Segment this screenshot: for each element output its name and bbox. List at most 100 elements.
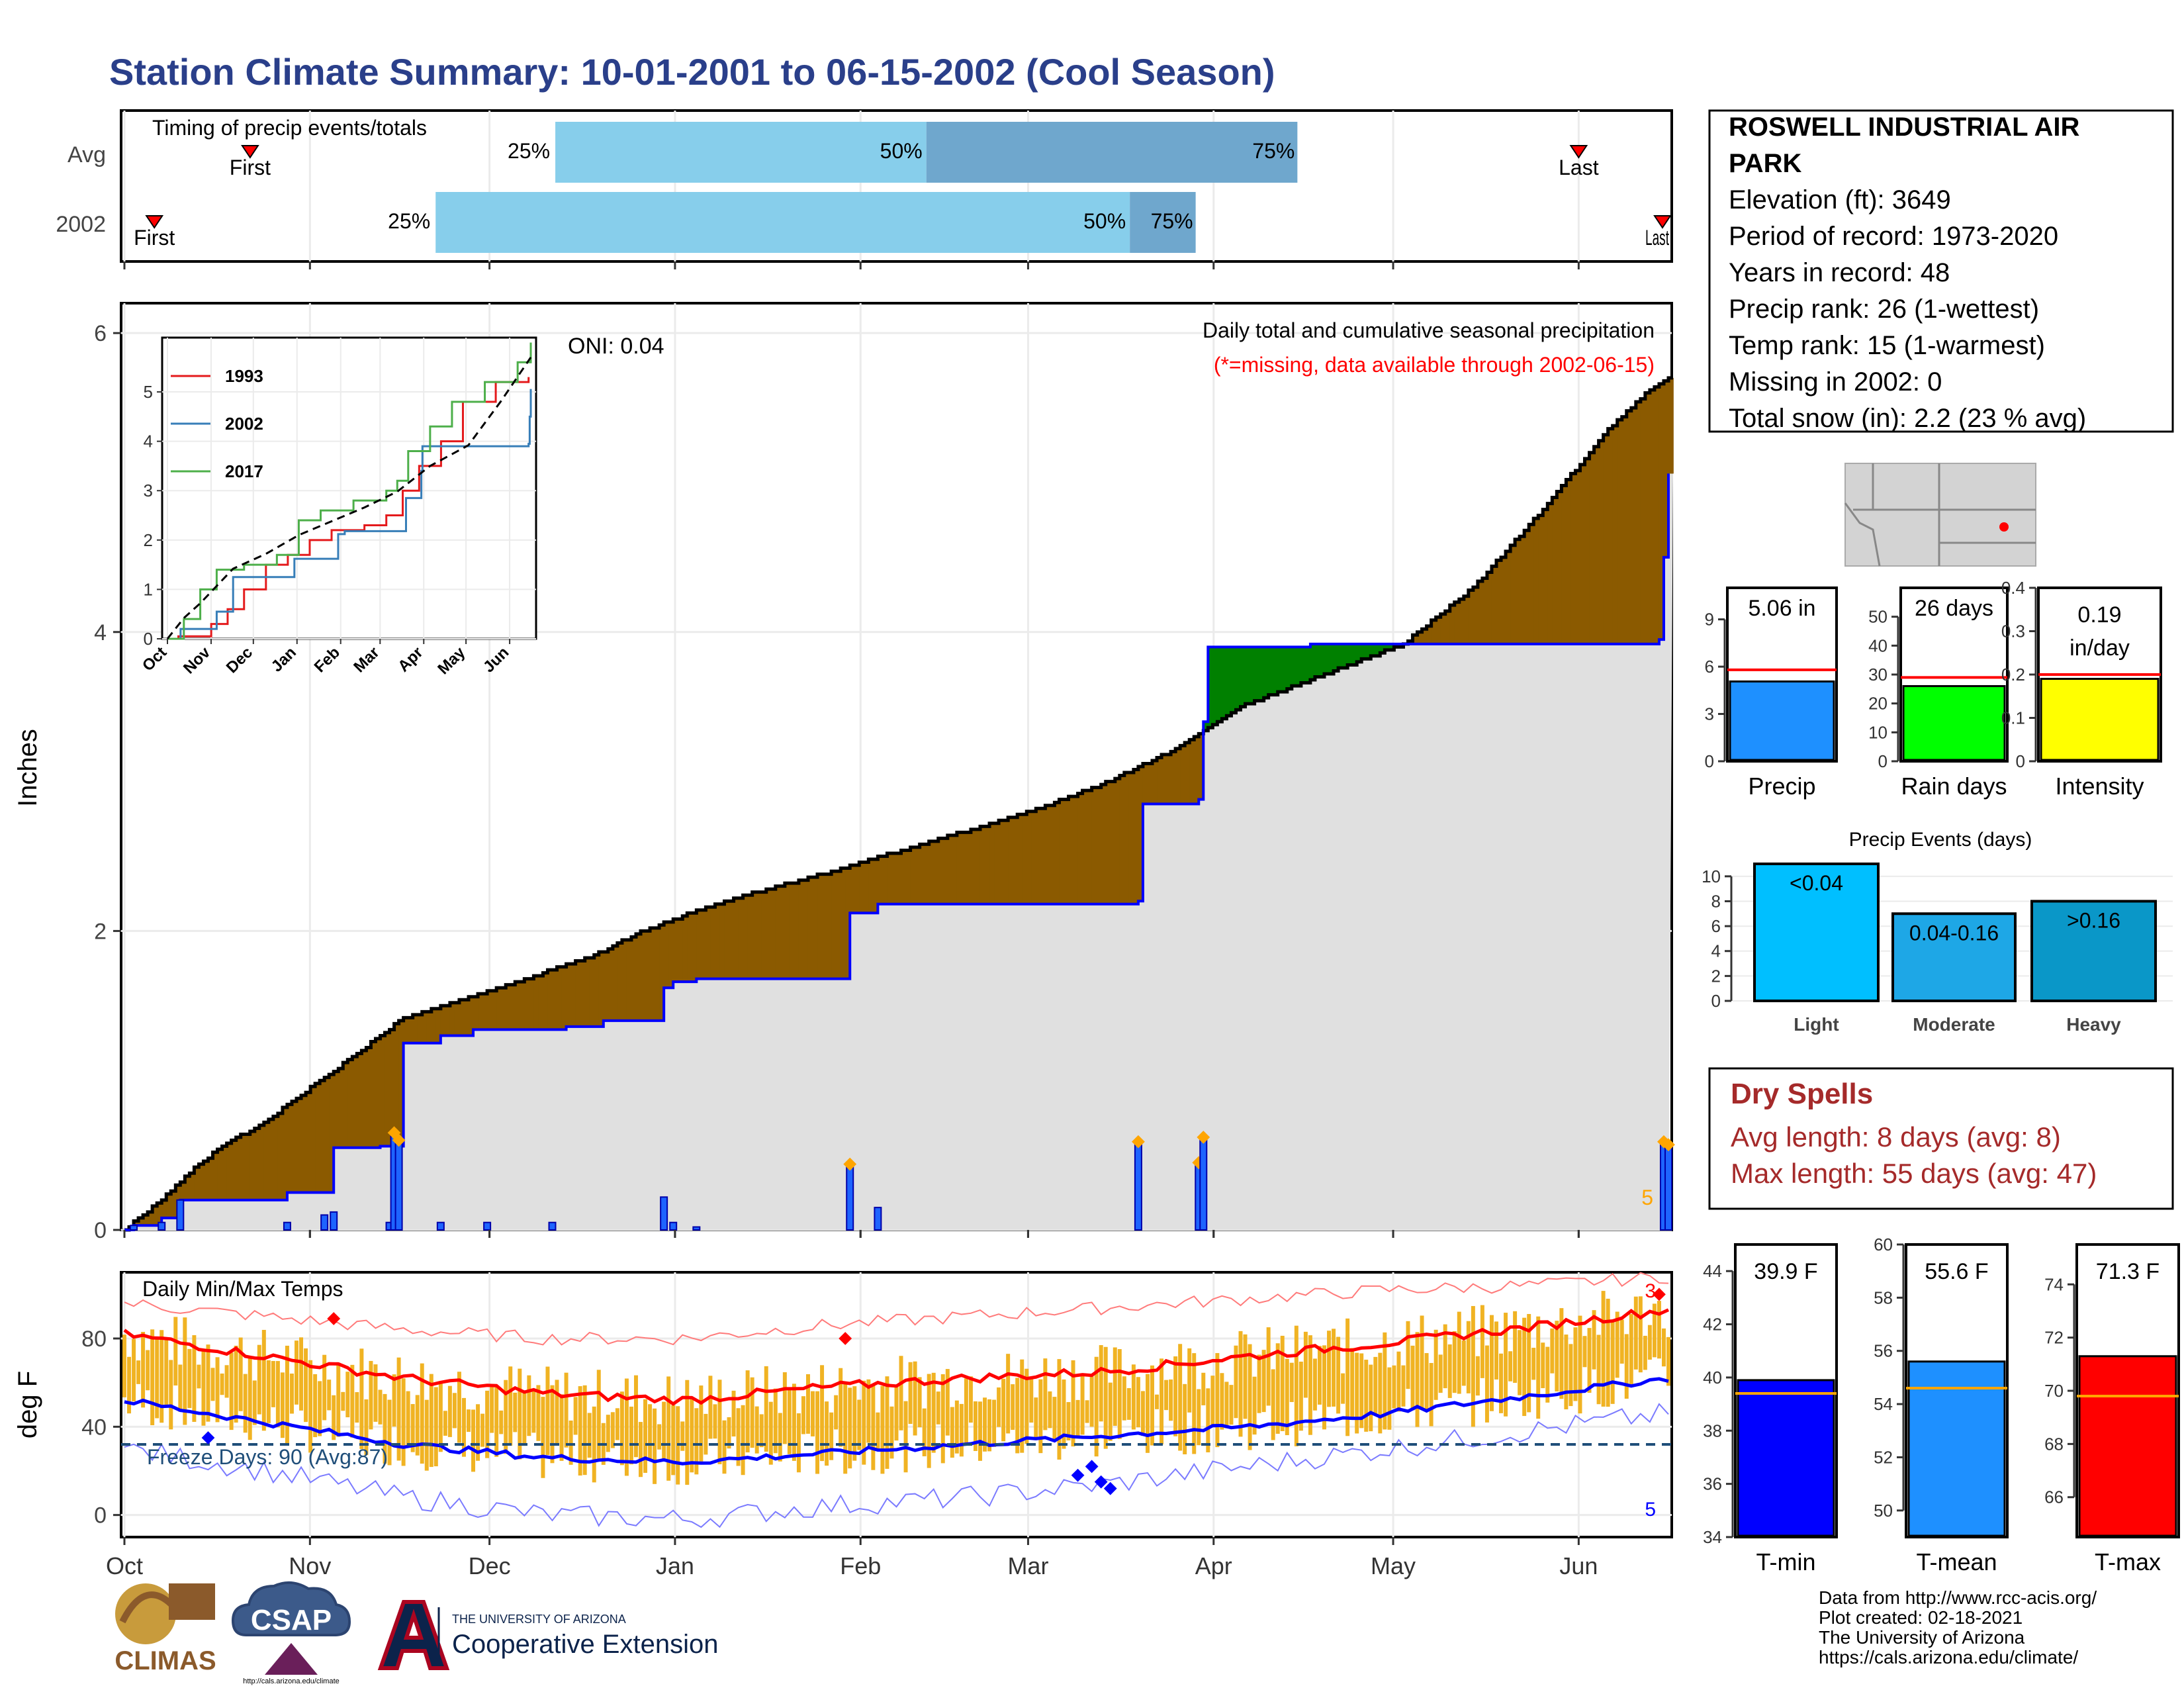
temp-day-bar xyxy=(1075,1399,1080,1438)
difference-slice xyxy=(952,835,958,904)
temp-day-bar xyxy=(248,1356,252,1440)
temp-day-bar xyxy=(518,1368,522,1460)
temp-day-bar xyxy=(866,1379,871,1443)
difference-slice xyxy=(1668,377,1674,474)
timing-first-marker xyxy=(241,145,259,159)
temp-day-bar xyxy=(1024,1368,1029,1444)
temp-day-bar xyxy=(1220,1373,1224,1430)
difference-slice xyxy=(543,972,549,1030)
temp-x-tick-label: Dec xyxy=(469,1552,511,1579)
temp-day-bar xyxy=(940,1374,945,1464)
temp-day-bar xyxy=(159,1330,164,1423)
temp-day-bar xyxy=(690,1397,694,1473)
cumulative-2002-line xyxy=(124,473,1670,1231)
temp-day-bar xyxy=(1383,1332,1387,1430)
difference-slice xyxy=(338,1068,344,1148)
difference-slice xyxy=(1263,647,1269,698)
events-bar xyxy=(1753,863,1880,1002)
daily-precip-bar xyxy=(158,1221,166,1231)
difference-slice xyxy=(1166,754,1171,804)
difference-slice xyxy=(1119,775,1125,904)
timing-labels: First Last 25% 50% 75% First Last 25% 50% 75% xyxy=(134,139,1672,250)
temp-day-bar xyxy=(1378,1352,1383,1434)
difference-slice xyxy=(1608,428,1614,644)
difference-slice xyxy=(1501,557,1506,644)
events-category-label: Moderate xyxy=(1913,1014,1995,1035)
events-bar xyxy=(2030,900,2157,1003)
temp-day-bar xyxy=(206,1344,210,1422)
difference-slice xyxy=(510,984,516,1030)
difference-slice xyxy=(1361,643,1367,659)
temp-day-bar xyxy=(1461,1340,1466,1386)
temp-day-bar xyxy=(1652,1303,1657,1358)
difference-slice xyxy=(515,982,521,1030)
temp-day-bar xyxy=(545,1366,550,1456)
compare-y-tick-label: 0.1 xyxy=(2001,708,2025,728)
temp-day-bar xyxy=(629,1406,633,1465)
difference-slice xyxy=(989,823,995,904)
compare-y-tick-label: 0 xyxy=(1705,751,1714,771)
difference-slice xyxy=(1077,793,1083,904)
temp-day-bar xyxy=(1615,1311,1619,1378)
difference-slice xyxy=(1152,760,1158,804)
temp-day-bar xyxy=(950,1407,954,1458)
temp-day-bar xyxy=(1048,1391,1052,1429)
difference-slice xyxy=(217,1149,223,1200)
difference-slice xyxy=(1087,790,1093,904)
difference-slice xyxy=(701,910,707,979)
difference-slice xyxy=(1649,389,1655,644)
events-category-label: Heavy xyxy=(2066,1014,2121,1035)
difference-slice xyxy=(185,1176,191,1200)
difference-slice xyxy=(1226,647,1232,716)
timing-row-label-avg: Avg xyxy=(68,142,106,167)
ua-small-text: THE UNIVERSITY OF ARIZONA xyxy=(452,1613,626,1626)
temp-day-bar xyxy=(429,1374,433,1468)
difference-slice xyxy=(1259,647,1265,701)
y-tick-label: 4 xyxy=(94,620,107,645)
events-category-label: Light xyxy=(1794,1014,1839,1035)
temp-day-bar xyxy=(880,1385,885,1474)
temp-day-bar xyxy=(536,1385,541,1441)
footer-line-2: Plot created: 02-18-2021 xyxy=(1819,1607,2023,1628)
difference-slice xyxy=(1431,620,1437,644)
difference-slice xyxy=(887,853,893,904)
compare-y-tick-label: 40 xyxy=(1868,635,1888,655)
csap-mountain xyxy=(265,1643,318,1675)
ua-logo: THE UNIVERSITY OF ARIZONA Cooperative Ex… xyxy=(377,1600,718,1670)
difference-slice xyxy=(1389,643,1395,650)
difference-slice xyxy=(975,829,981,904)
compare-y-tick-label: 20 xyxy=(1868,694,1888,714)
temp-day-bar xyxy=(187,1348,192,1409)
temp-day-bar xyxy=(741,1405,745,1476)
temp-day-bar xyxy=(885,1376,889,1469)
difference-slice xyxy=(1189,739,1195,804)
temp-title: Daily Min/Max Temps xyxy=(142,1277,343,1301)
difference-slice xyxy=(1105,781,1111,904)
difference-slice xyxy=(668,921,674,988)
difference-slice xyxy=(1277,647,1283,692)
temp-day-bar xyxy=(504,1380,508,1454)
difference-slice xyxy=(1580,464,1586,644)
temp-day-bar xyxy=(476,1404,480,1461)
temp-day-bar xyxy=(1606,1298,1610,1407)
temp-day-bar xyxy=(1062,1379,1066,1449)
temp-day-bar xyxy=(931,1372,936,1453)
temp-x-tick-label: May xyxy=(1371,1552,1416,1579)
difference-slice xyxy=(152,1205,158,1226)
temp-lines xyxy=(121,1272,1672,1528)
temp-day-bar xyxy=(271,1360,275,1407)
csap-cloud xyxy=(231,1581,351,1636)
temp-x-tick-label: Oct xyxy=(106,1552,143,1579)
difference-slice xyxy=(1557,491,1563,644)
difference-slice xyxy=(1036,808,1042,904)
temp-y-tick-label: 40 xyxy=(81,1415,107,1440)
difference-slice xyxy=(1506,551,1511,644)
temp-day-bar xyxy=(754,1406,759,1454)
record-high-marker xyxy=(327,1312,341,1325)
timing-p75-label: 75% xyxy=(1252,139,1295,163)
difference-slice xyxy=(1287,647,1293,689)
compare-y-tick-label: 42 xyxy=(1703,1315,1722,1335)
temp-day-bar xyxy=(1415,1332,1420,1427)
temp-day-bar xyxy=(945,1369,950,1436)
compare-category-label: T-min xyxy=(1756,1548,1816,1575)
